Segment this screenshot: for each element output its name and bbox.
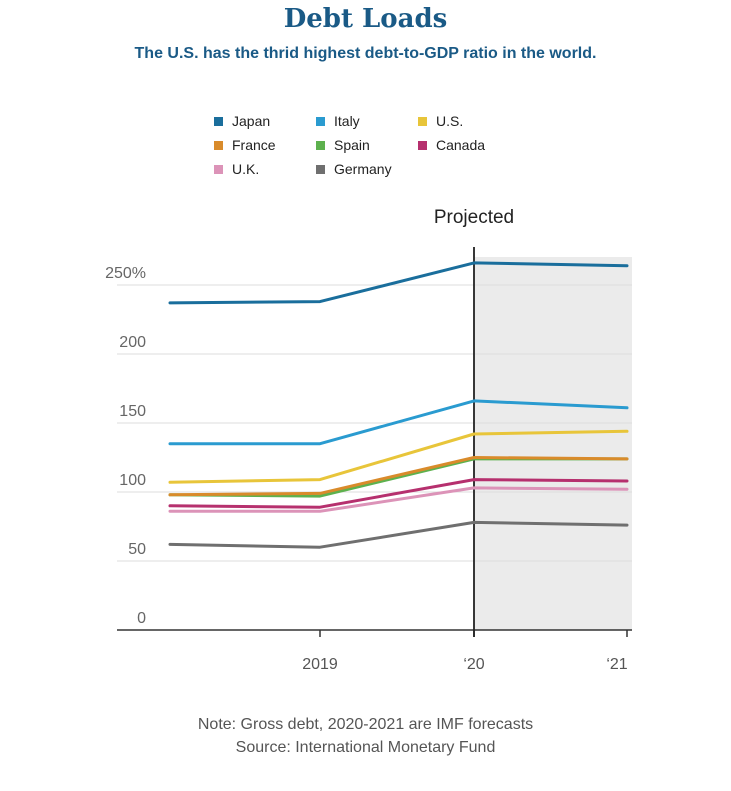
- legend-swatch: [316, 164, 325, 174]
- legend-swatch: [418, 116, 427, 126]
- projected-label: Projected: [434, 207, 514, 228]
- projected-region: [474, 257, 632, 630]
- legend-label: U.K.: [232, 161, 260, 177]
- legend-label: Japan: [232, 113, 271, 129]
- series-line-japan: [168, 261, 629, 305]
- legend-item-spain: Spain: [316, 136, 418, 154]
- legend-item-u-k: U.K.: [214, 160, 316, 178]
- series-line-u-k: [168, 486, 629, 513]
- y-tick-label: 0: [137, 610, 146, 627]
- series-line-u-s: [168, 429, 629, 484]
- legend-swatch: [316, 116, 325, 126]
- series-line-germany: [168, 520, 629, 549]
- series-line-canada: [168, 478, 629, 509]
- legend-label: Germany: [334, 161, 392, 177]
- legend-swatch: [214, 164, 223, 174]
- legend-label: Italy: [334, 113, 360, 129]
- legend-swatch: [418, 140, 427, 150]
- legend-item-germany: Germany: [316, 160, 418, 178]
- y-tick-label: 100: [119, 472, 146, 489]
- legend: Japan Italy U.S. France Spain Canada U.K. Germa…: [214, 112, 554, 178]
- x-tick-label: ‘21: [606, 656, 627, 673]
- y-tick-label: 50: [128, 541, 146, 558]
- y-tick-label: 250%: [105, 265, 146, 282]
- chart-footer: Note: Gross debt, 2020-2021 are IMF fore…: [0, 713, 731, 759]
- legend-item-u-s: U.S.: [418, 112, 528, 130]
- legend-swatch: [316, 140, 325, 150]
- legend-label: Canada: [436, 137, 486, 153]
- x-tick-label: ‘20: [463, 656, 484, 673]
- line-chart: 0 50 100 150 200 250% 2019 ‘20 ‘21 Projected: [105, 207, 632, 673]
- chart-title: Debt Loads: [283, 4, 448, 34]
- series-line-italy: [168, 399, 629, 446]
- legend-label: France: [232, 137, 276, 153]
- legend-item-france: France: [214, 136, 316, 154]
- legend-swatch: [214, 140, 223, 150]
- x-tick-label: 2019: [302, 656, 338, 673]
- y-tick-label: 150: [119, 403, 146, 420]
- footer-source: Source: International Monetary Fund: [235, 739, 496, 756]
- legend-item-italy: Italy: [316, 112, 418, 130]
- legend-item-japan: Japan: [214, 112, 316, 130]
- chart-subtitle: The U.S. has the thrid highest debt-to-G…: [134, 45, 597, 62]
- legend-swatch: [214, 116, 223, 126]
- legend-item-canada: Canada: [418, 136, 528, 154]
- series-line-france: [168, 456, 629, 497]
- legend-label: U.S.: [436, 113, 464, 129]
- footer-note: Note: Gross debt, 2020-2021 are IMF fore…: [197, 716, 534, 733]
- y-tick-label: 200: [119, 334, 146, 351]
- legend-label: Spain: [334, 137, 370, 153]
